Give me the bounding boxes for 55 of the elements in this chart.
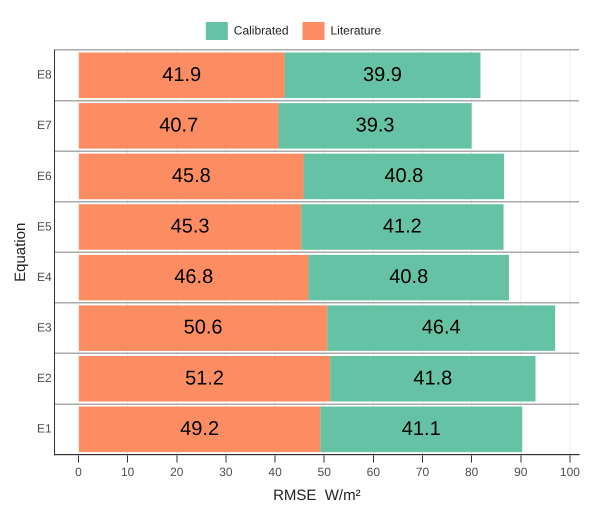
x-tick-label: 70 [416, 465, 430, 480]
data-label: 40.8 [389, 266, 428, 288]
bar [284, 52, 480, 98]
x-tick-label: 30 [219, 465, 233, 480]
y-tick-label: E5 [36, 219, 52, 234]
data-label: 41.1 [402, 418, 441, 440]
y-tick-label: E8 [36, 68, 52, 82]
data-label: 45.8 [172, 164, 211, 187]
data-label: 46.4 [422, 316, 461, 339]
bar [304, 154, 504, 200]
bar [79, 305, 328, 351]
bar [79, 254, 308, 300]
x-tick-label: 60 [366, 465, 380, 480]
bar [79, 406, 320, 452]
legend-label: Calibrated [234, 23, 289, 38]
y-tick-label: E2 [36, 371, 52, 386]
y-tick-label: E3 [36, 320, 52, 334]
data-label: 49.2 [180, 418, 220, 440]
x-tick-label: 10 [120, 465, 135, 480]
y-tick-label: E6 [36, 168, 52, 183]
x-tick-label: 50 [318, 465, 332, 480]
data-label: 39.9 [362, 64, 402, 86]
bar [308, 254, 509, 300]
bar [79, 103, 279, 149]
bar [327, 305, 556, 351]
y-tick-label: E4 [36, 270, 52, 284]
data-label: 51.2 [185, 367, 224, 390]
x-tick-label: 20 [170, 465, 184, 480]
data-label: 41.8 [413, 367, 452, 390]
legend-label: Literature [330, 23, 382, 38]
bar [320, 406, 522, 452]
data-label: 46.8 [174, 266, 214, 288]
bar [79, 52, 284, 98]
y-tick-label: E1 [36, 422, 52, 436]
y-axis-title: Equation [12, 222, 30, 282]
data-label: 39.3 [356, 114, 395, 136]
x-tick-label: 80 [464, 465, 479, 480]
x-tick-label: 40 [268, 465, 282, 480]
bar [79, 356, 330, 402]
data-label: 45.3 [170, 216, 210, 238]
x-tick-label: 90 [514, 465, 528, 480]
x-tick-label: 0 [75, 465, 82, 480]
x-tick-label: 100 [560, 465, 580, 480]
data-label: 40.7 [159, 114, 198, 136]
bar [79, 204, 302, 250]
bar [278, 103, 472, 149]
bar [79, 154, 304, 200]
x-axis-title: RMSE W/m² [273, 487, 361, 504]
bar [301, 204, 504, 250]
data-label: 41.9 [162, 64, 202, 86]
data-label: 40.8 [384, 164, 424, 187]
bar [330, 356, 536, 402]
y-tick-label: E7 [36, 118, 52, 132]
data-label: 41.2 [382, 216, 422, 238]
data-label: 50.6 [184, 316, 223, 339]
